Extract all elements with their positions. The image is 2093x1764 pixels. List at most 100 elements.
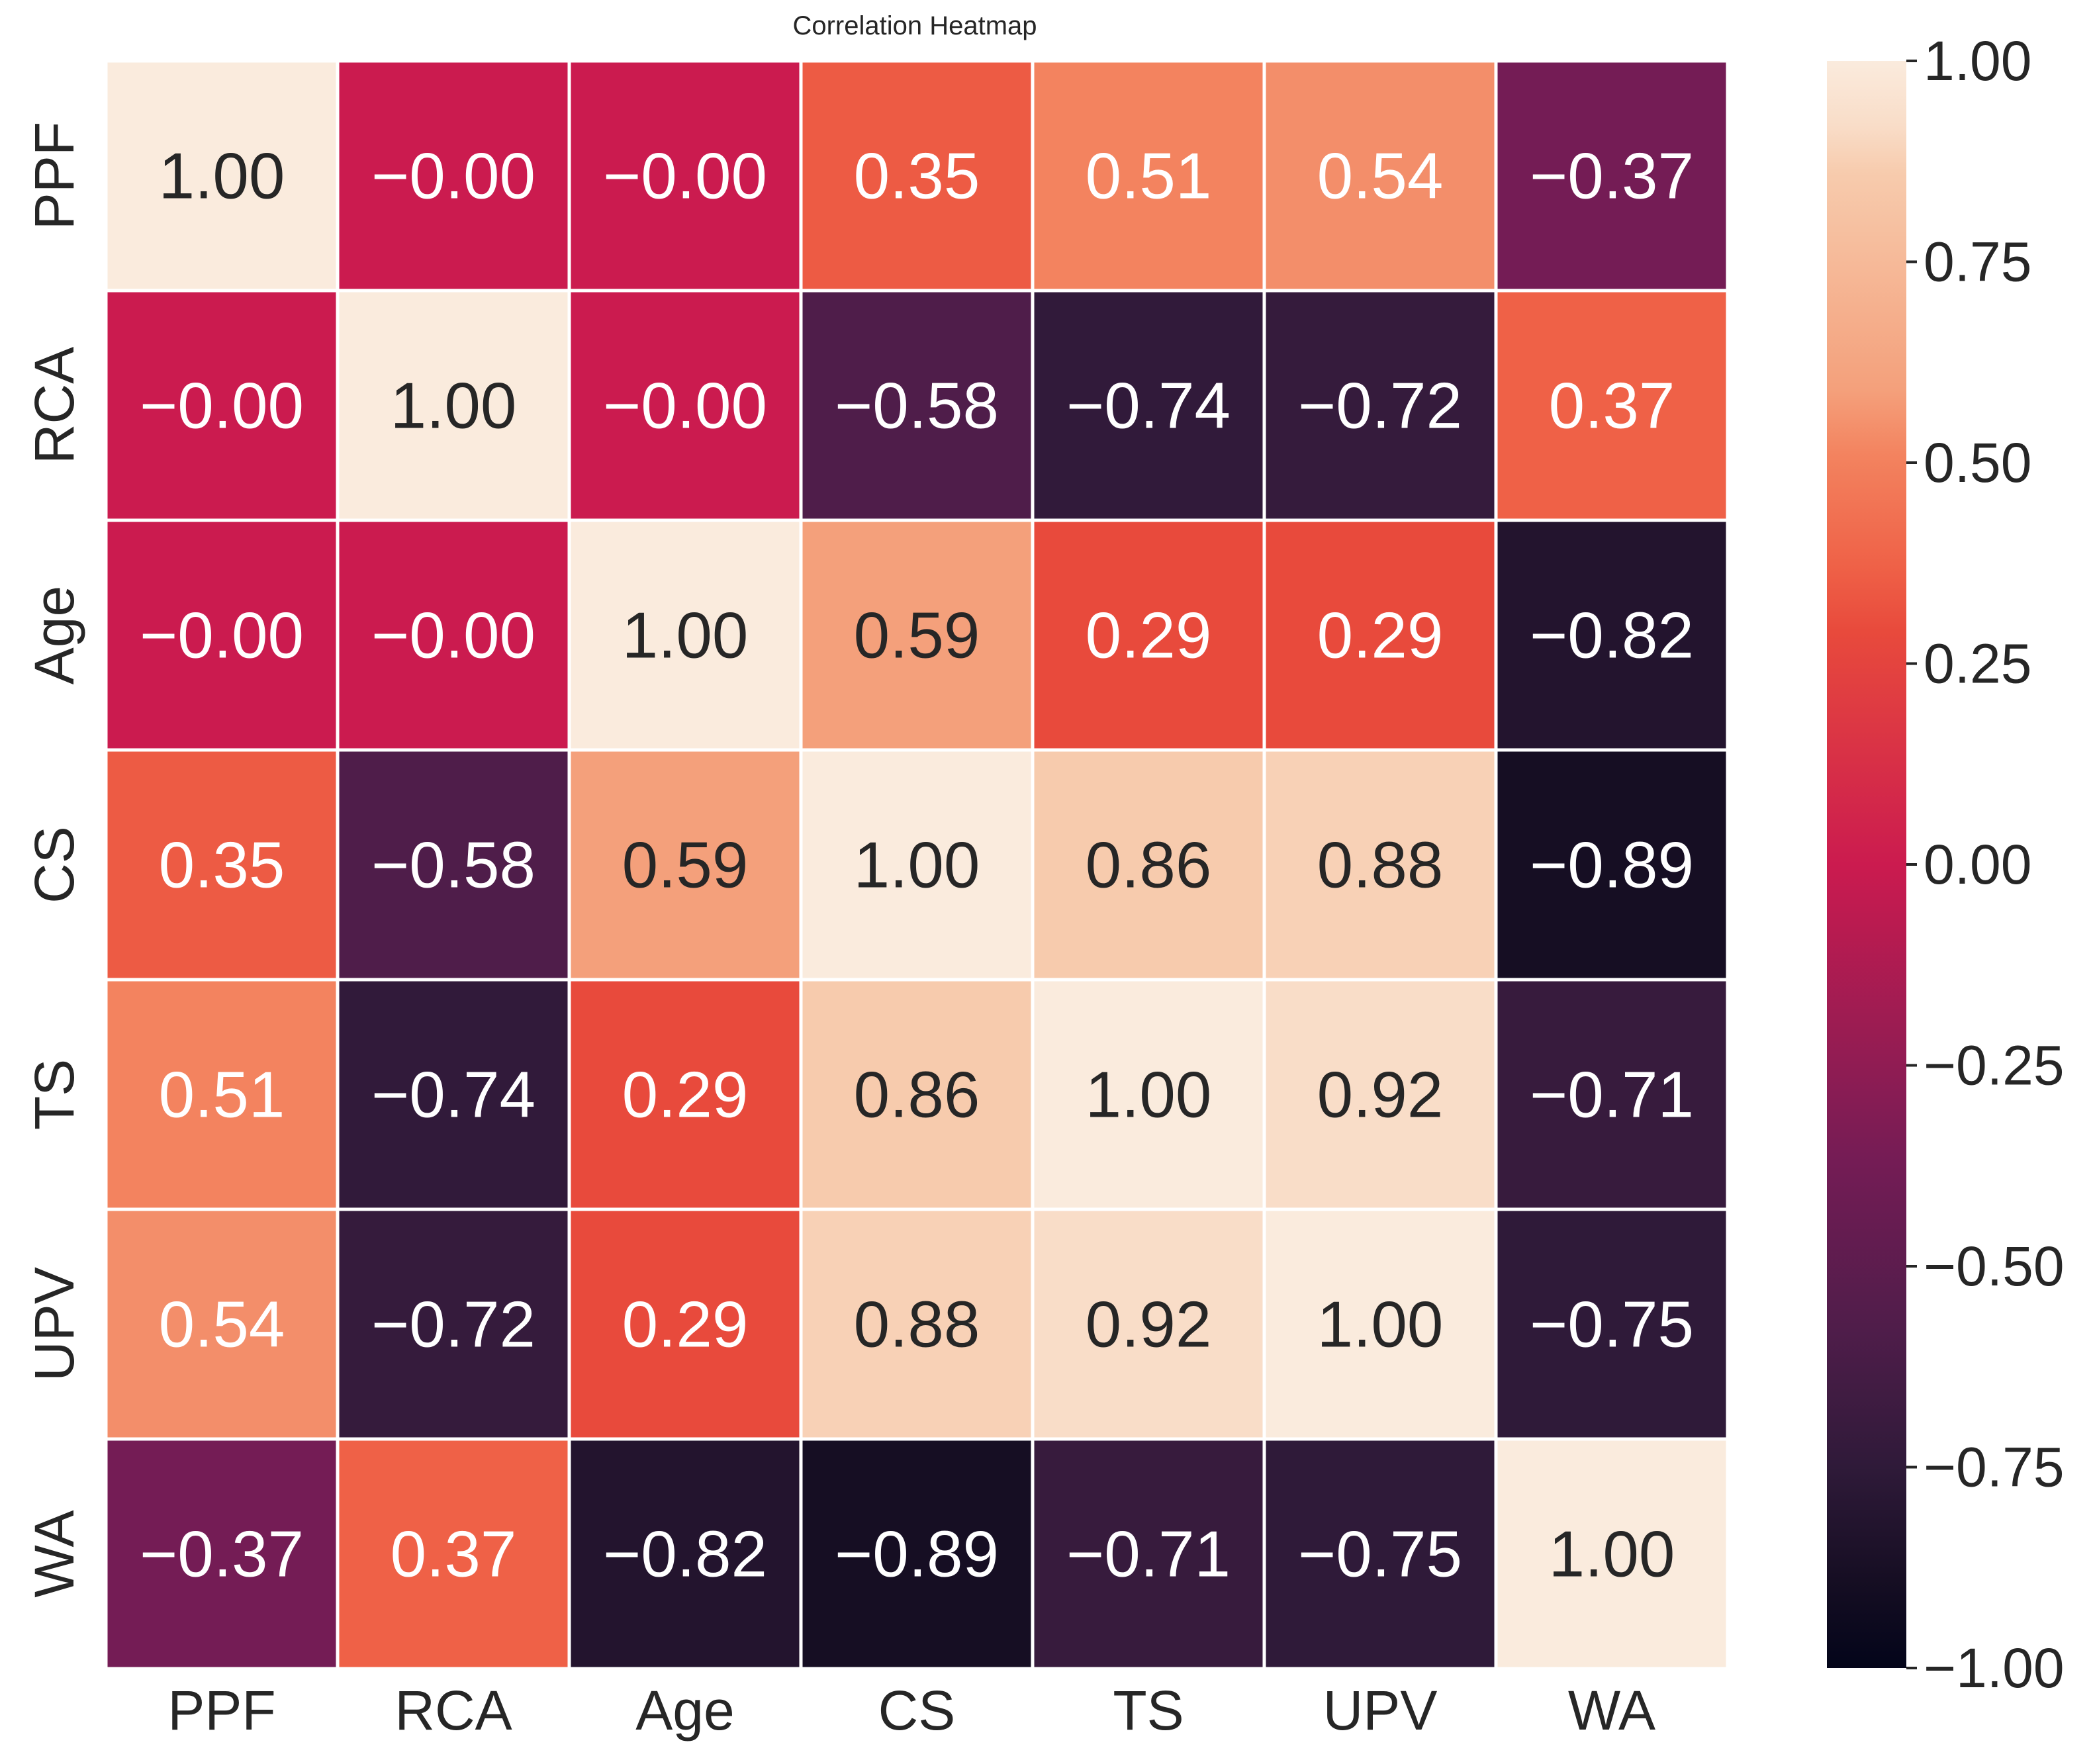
colorbar-tick-label: −0.50	[1924, 1235, 2065, 1297]
colorbar-tick-label: 0.50	[1924, 432, 2032, 494]
cell-annotation-wa-rca: 0.37	[391, 1518, 517, 1591]
cell-annotation-upv-ts: 0.92	[1086, 1288, 1212, 1361]
cell-annotation-wa-ts: −0.71	[1066, 1518, 1231, 1591]
x-tick-label-rca: RCA	[395, 1679, 512, 1741]
heatmap-annotations: 1.00 −0.00 −0.00 0.35 0.51 0.54 −0.37 −0.00 1.00…	[140, 140, 1694, 1591]
cell-annotation-ts-ts: 1.00	[1086, 1058, 1212, 1131]
x-tick-label-cs: CS	[878, 1679, 956, 1741]
cell-annotation-ts-age: 0.29	[622, 1058, 749, 1131]
heatmap-cell-ppf-ppf	[104, 59, 340, 293]
cell-annotation-age-upv: 0.29	[1317, 599, 1444, 672]
heatmap-cell-rca-ts	[1031, 289, 1266, 522]
cell-annotation-cs-cs: 1.00	[854, 829, 980, 902]
cell-annotation-rca-rca: 1.00	[391, 369, 517, 442]
colorbar-tick-label: 0.75	[1924, 231, 2032, 293]
cell-annotation-wa-age: −0.82	[603, 1518, 767, 1591]
cell-annotation-rca-wa: 0.37	[1549, 369, 1675, 442]
heatmap-cell-upv-wa	[1494, 1207, 1730, 1441]
heatmap-cell-ts-ppf	[104, 978, 340, 1211]
cell-annotation-cs-rca: −0.58	[371, 829, 535, 902]
cell-annotation-age-wa: −0.82	[1530, 599, 1694, 672]
heatmap-cell-wa-upv	[1262, 1437, 1498, 1671]
y-tick-label-ppf: PPF	[23, 122, 85, 230]
cell-annotation-age-ppf: −0.00	[140, 599, 304, 672]
heatmap-cell-ts-wa	[1494, 978, 1730, 1211]
heatmap-cell-upv-age	[567, 1207, 803, 1441]
heatmap-cell-age-rca	[336, 518, 571, 752]
heatmap-cell-rca-wa	[1494, 289, 1730, 522]
cell-annotation-upv-wa: −0.75	[1530, 1288, 1694, 1361]
heatmap-cell-upv-ppf	[104, 1207, 340, 1441]
y-tick-label-upv: UPV	[23, 1267, 85, 1381]
cell-annotation-rca-cs: −0.58	[835, 369, 999, 442]
cell-annotation-upv-ppf: 0.54	[159, 1288, 285, 1361]
y-axis-tick-labels: PPF RCA Age CS TS UPV WA	[23, 122, 85, 1598]
chart-title: Correlation Heatmap	[792, 11, 1037, 40]
colorbar: 1.00 0.75 0.50 0.25 0.00 −0.25 −0.50 −0.75 −1.00	[1827, 30, 2065, 1699]
heatmap-cell-wa-cs	[799, 1437, 1035, 1671]
x-tick-label-age: Age	[635, 1679, 734, 1741]
y-tick-label-age: Age	[23, 586, 85, 684]
cell-annotation-wa-cs: −0.89	[835, 1518, 999, 1591]
cell-annotation-cs-age: 0.59	[622, 829, 749, 902]
cell-annotation-ppf-rca: −0.00	[371, 140, 535, 212]
cell-annotation-upv-age: 0.29	[622, 1288, 749, 1361]
x-tick-label-ppf: PPF	[167, 1679, 275, 1741]
x-axis-tick-labels: PPF RCA Age CS TS UPV WA	[167, 1679, 1655, 1741]
heatmap-cell-ts-age	[567, 978, 803, 1211]
heatmap-cell-cs-rca	[336, 748, 571, 982]
colorbar-gradient	[1827, 61, 1906, 1668]
heatmap-cell-ppf-age	[567, 59, 803, 293]
colorbar-tick-label: −0.75	[1924, 1436, 2065, 1499]
heatmap-cell-ppf-cs	[799, 59, 1035, 293]
cell-annotation-rca-upv: −0.72	[1298, 369, 1462, 442]
x-tick-label-wa: WA	[1568, 1679, 1655, 1741]
heatmap-cells	[104, 59, 1730, 1671]
heatmap-cell-ppf-upv	[1262, 59, 1498, 293]
heatmap-cell-age-cs	[799, 518, 1035, 752]
heatmap-cell-age-upv	[1262, 518, 1498, 752]
heatmap-cell-upv-rca	[336, 1207, 571, 1441]
cell-annotation-ppf-age: −0.00	[603, 140, 767, 212]
heatmap-cell-wa-ts	[1031, 1437, 1266, 1671]
colorbar-tick-label: −1.00	[1924, 1637, 2065, 1699]
heatmap-cell-rca-age	[567, 289, 803, 522]
cell-annotation-wa-ppf: −0.37	[140, 1518, 304, 1591]
heatmap-cell-age-ts	[1031, 518, 1266, 752]
cell-annotation-age-rca: −0.00	[371, 599, 535, 672]
y-tick-label-cs: CS	[23, 826, 85, 904]
colorbar-tick-label: 1.00	[1924, 30, 2032, 92]
heatmap-cell-cs-cs	[799, 748, 1035, 982]
cell-annotation-ts-wa: −0.71	[1530, 1058, 1694, 1131]
cell-annotation-ppf-wa: −0.37	[1530, 140, 1694, 212]
heatmap-cell-wa-ppf	[104, 1437, 340, 1671]
heatmap-cell-wa-age	[567, 1437, 803, 1671]
heatmap-cell-cs-upv	[1262, 748, 1498, 982]
cell-annotation-ts-ppf: 0.51	[159, 1058, 285, 1131]
heatmap-cell-upv-ts	[1031, 1207, 1266, 1441]
cell-annotation-upv-rca: −0.72	[371, 1288, 535, 1361]
cell-annotation-ppf-upv: 0.54	[1317, 140, 1444, 212]
cell-annotation-upv-upv: 1.00	[1317, 1288, 1444, 1361]
heatmap-cell-upv-cs	[799, 1207, 1035, 1441]
cell-annotation-rca-ppf: −0.00	[140, 369, 304, 442]
y-tick-label-rca: RCA	[23, 347, 85, 464]
cell-annotation-rca-ts: −0.74	[1066, 369, 1231, 442]
colorbar-tick-label: −0.25	[1924, 1035, 2065, 1097]
cell-annotation-cs-wa: −0.89	[1530, 829, 1694, 902]
cell-annotation-ppf-ts: 0.51	[1086, 140, 1212, 212]
colorbar-ticks: 1.00 0.75 0.50 0.25 0.00 −0.25 −0.50 −0.75 −1.00	[1906, 30, 2065, 1699]
y-tick-label-ts: TS	[23, 1059, 85, 1130]
cell-annotation-cs-upv: 0.88	[1317, 829, 1444, 902]
colorbar-tick-label: 0.25	[1924, 633, 2032, 695]
cell-annotation-ts-upv: 0.92	[1317, 1058, 1444, 1131]
cell-annotation-age-age: 1.00	[622, 599, 749, 672]
cell-annotation-ppf-cs: 0.35	[854, 140, 980, 212]
y-tick-label-wa: WA	[23, 1510, 85, 1597]
cell-annotation-cs-ts: 0.86	[1086, 829, 1212, 902]
heatmap-cell-cs-wa	[1494, 748, 1730, 982]
cell-annotation-wa-wa: 1.00	[1549, 1518, 1675, 1591]
heatmap-cell-wa-wa	[1494, 1437, 1730, 1671]
cell-annotation-ts-cs: 0.86	[854, 1058, 980, 1131]
